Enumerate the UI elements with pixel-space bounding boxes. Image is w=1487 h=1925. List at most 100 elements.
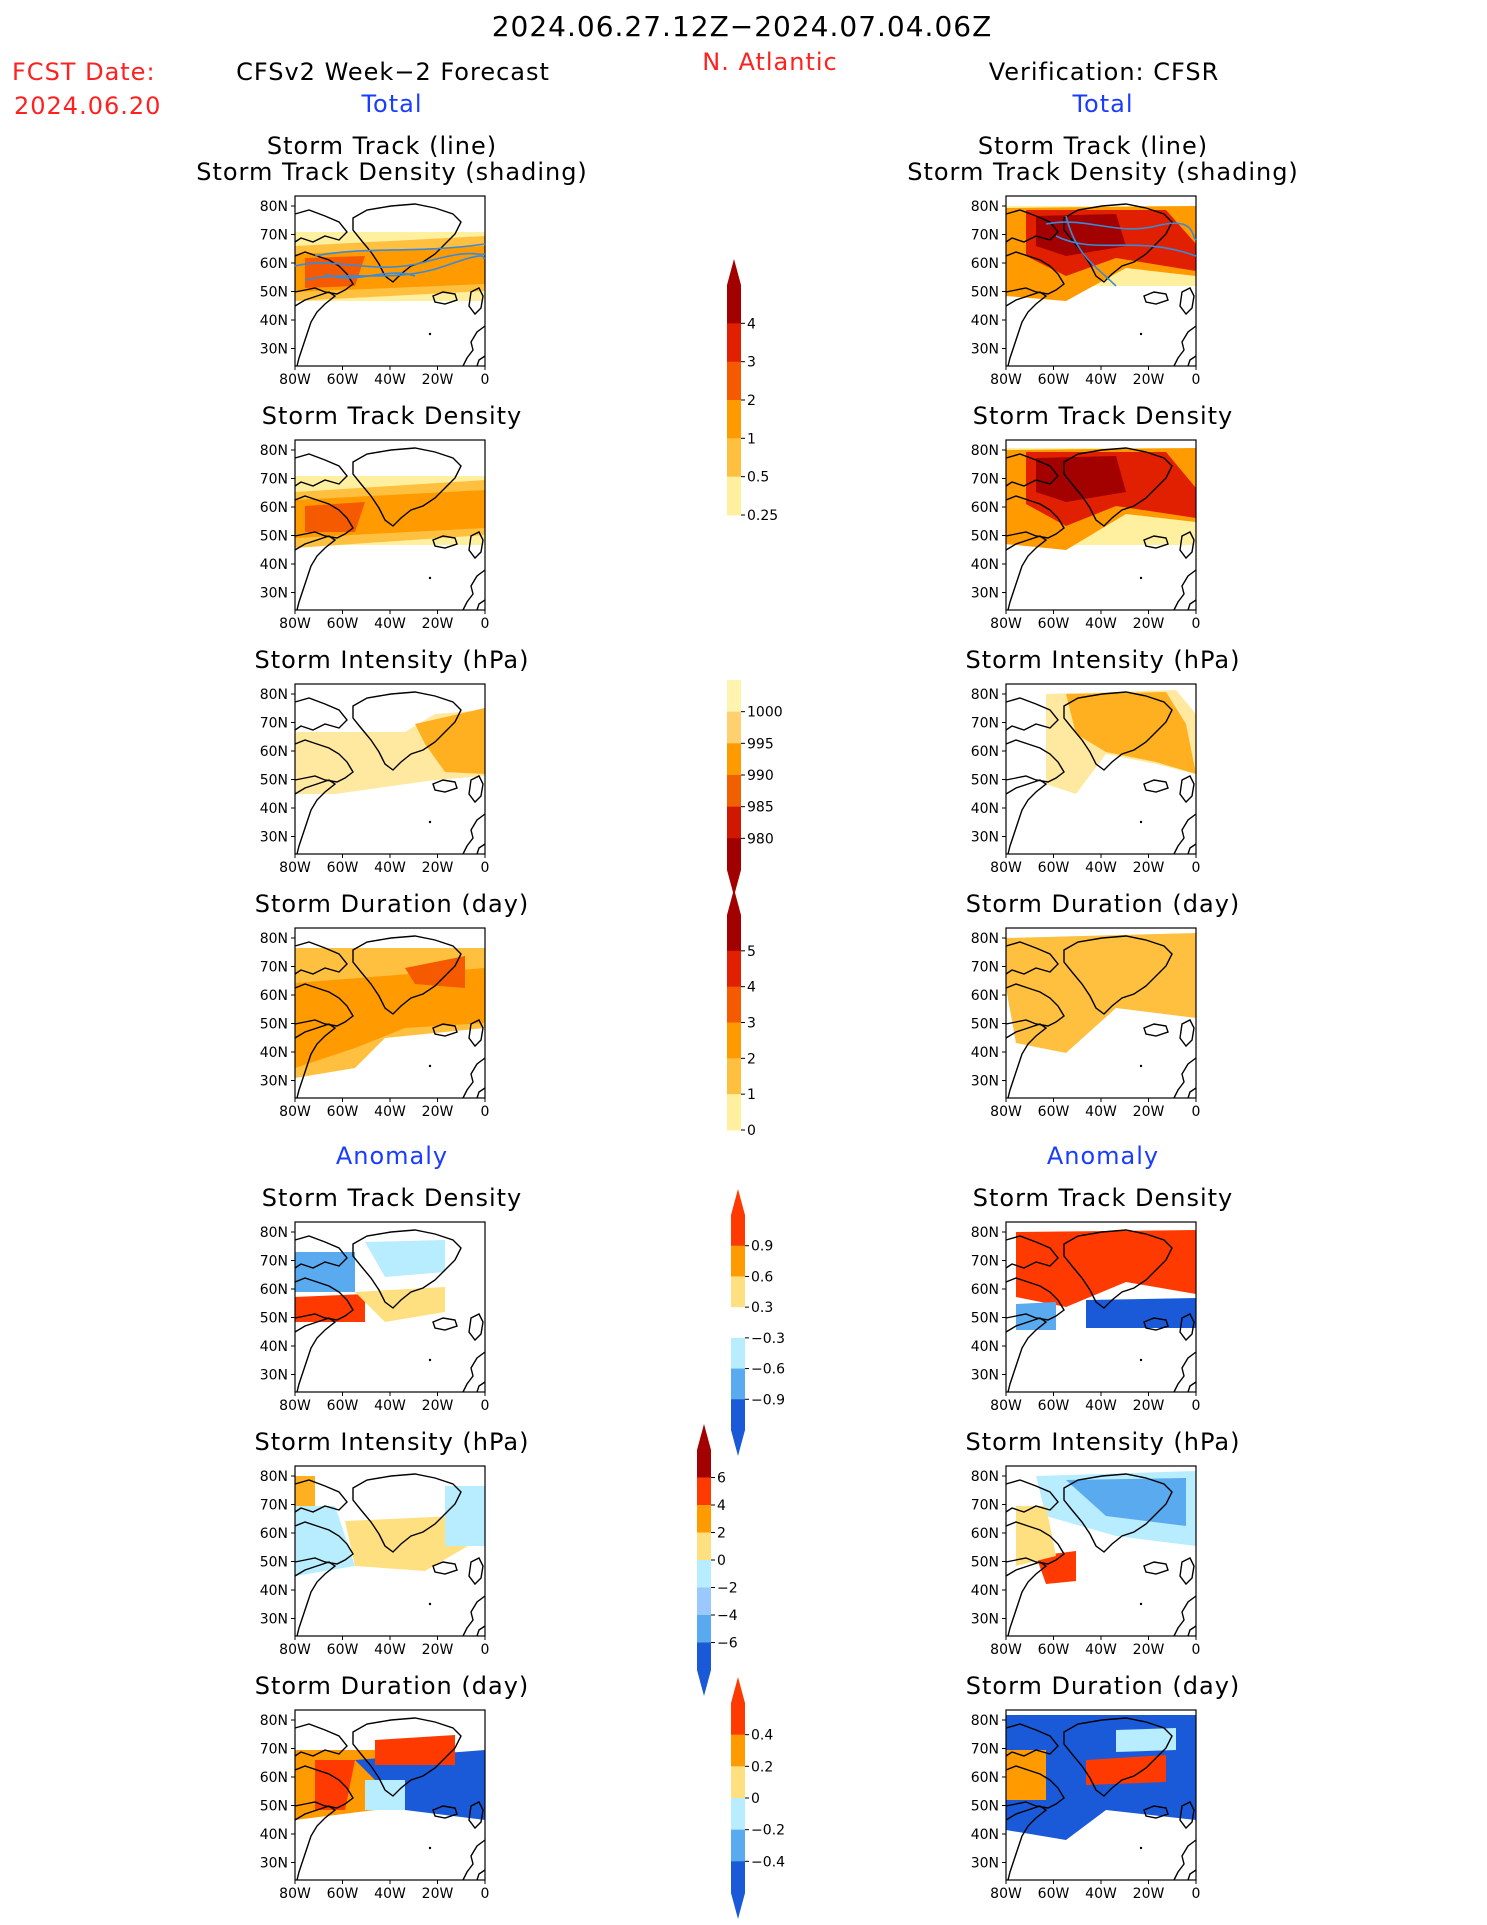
colorbar-label: −2 bbox=[717, 1581, 738, 1597]
coastline bbox=[462, 325, 486, 367]
colorbar-label: 2 bbox=[747, 393, 756, 409]
shading-region bbox=[1036, 456, 1126, 502]
coastline bbox=[1005, 535, 1048, 611]
colorbar-swatch bbox=[697, 1477, 711, 1506]
lon-tick-label: 0 bbox=[1192, 1886, 1201, 1902]
shading-region bbox=[295, 1506, 355, 1576]
lat-tick-label: 30N bbox=[260, 1368, 288, 1384]
lon-tick-label: 80W bbox=[990, 616, 1022, 632]
lat-tick-label: 40N bbox=[971, 1583, 999, 1599]
lon-tick-label: 40W bbox=[1085, 1104, 1117, 1120]
coastline bbox=[1187, 1087, 1197, 1099]
lon-tick-label: 20W bbox=[422, 372, 454, 388]
coastline bbox=[1063, 691, 1173, 771]
lat-tick-label: 80N bbox=[971, 199, 999, 215]
lon-tick-label: 80W bbox=[990, 1642, 1022, 1658]
forecast-anomaly-label: Anomaly bbox=[335, 1142, 449, 1170]
lat-tick-label: 80N bbox=[260, 1225, 288, 1241]
lon-tick-label: 60W bbox=[1038, 1642, 1070, 1658]
coastline bbox=[352, 1717, 462, 1797]
lon-tick-label: 60W bbox=[327, 1398, 359, 1414]
colorbar-swatch bbox=[727, 711, 741, 744]
coastline bbox=[294, 1479, 348, 1513]
colorbar-swatch bbox=[727, 476, 741, 516]
map-panel-forecast-row-7: 80N 70N 60N 50N 40N 30N 80W 60W 40W 20W 0 bbox=[260, 1709, 489, 1902]
lat-tick-label: 60N bbox=[260, 988, 288, 1004]
coastline bbox=[432, 1317, 458, 1331]
coastline bbox=[1005, 983, 1065, 1027]
colorbar-label: −4 bbox=[717, 1608, 738, 1624]
shading-region bbox=[445, 1486, 485, 1546]
shading-region bbox=[365, 1780, 405, 1810]
title-intensity-left: Storm Intensity (hPa) bbox=[254, 646, 530, 674]
lat-tick-label: 80N bbox=[971, 443, 999, 459]
colorbar-density-anomaly: 0.9 0.6 0.3 −0.3 −0.6 −0.9 bbox=[731, 1189, 785, 1456]
lat-tick-label: 80N bbox=[260, 1469, 288, 1485]
coastline bbox=[476, 1625, 486, 1637]
shading-region bbox=[355, 1750, 485, 1820]
coastline bbox=[1005, 941, 1059, 975]
lat-tick-label: 80N bbox=[260, 443, 288, 459]
title-density-left: Storm Track Density bbox=[261, 402, 523, 430]
coastline bbox=[294, 453, 348, 487]
lon-tick-label: 40W bbox=[1085, 616, 1117, 632]
coastline bbox=[1143, 1317, 1169, 1331]
colorbar-duration-anomaly: 0.4 0.2 0 −0.2 −0.4 bbox=[731, 1677, 785, 1919]
coastline bbox=[352, 1229, 462, 1309]
lon-tick-label: 0 bbox=[481, 1104, 490, 1120]
lat-tick-label: 40N bbox=[971, 801, 999, 817]
lon-tick-label: 80W bbox=[990, 1886, 1022, 1902]
colorbar-label: 2 bbox=[747, 1051, 756, 1067]
coastline bbox=[476, 1087, 486, 1099]
forecast-total-label: Total bbox=[361, 90, 423, 118]
map-panel-verification-row-2: 80N 70N 60N 50N 40N 30N 80W 60W 40W 20W 0 bbox=[971, 439, 1200, 632]
map-panel-verification-row-3: 80N 70N 60N 50N 40N 30N 80W 60W 40W 20W 0 bbox=[971, 683, 1200, 876]
lat-tick-label: 50N bbox=[971, 1017, 999, 1033]
colorbar-swatch bbox=[731, 1766, 745, 1799]
colorbar-swatch bbox=[731, 1399, 745, 1431]
lon-tick-label: 60W bbox=[1038, 372, 1070, 388]
lat-tick-label: 70N bbox=[260, 228, 288, 244]
lat-tick-label: 40N bbox=[971, 1339, 999, 1355]
coastline bbox=[1005, 1765, 1065, 1809]
lon-tick-label: 40W bbox=[1085, 1886, 1117, 1902]
title-density-anom-left: Storm Track Density bbox=[261, 1184, 523, 1212]
lon-tick-label: 80W bbox=[990, 1398, 1022, 1414]
coastline bbox=[294, 1023, 337, 1099]
island-dot bbox=[1139, 1602, 1143, 1606]
lon-tick-label: 20W bbox=[1133, 1104, 1165, 1120]
lon-tick-label: 40W bbox=[374, 1886, 406, 1902]
shading-region bbox=[295, 968, 485, 1068]
lon-tick-label: 20W bbox=[422, 1642, 454, 1658]
lat-tick-label: 70N bbox=[260, 716, 288, 732]
coastline bbox=[1179, 1313, 1195, 1342]
lon-tick-label: 60W bbox=[327, 1642, 359, 1658]
lon-tick-label: 40W bbox=[374, 1642, 406, 1658]
lon-tick-label: 60W bbox=[327, 860, 359, 876]
coastline bbox=[1187, 843, 1197, 855]
title-intensity-anom-left: Storm Intensity (hPa) bbox=[254, 1428, 530, 1456]
colorbar-arrow-top bbox=[731, 1677, 745, 1703]
colorbar-label: 0.25 bbox=[747, 508, 778, 524]
coastline bbox=[468, 1557, 484, 1586]
lat-tick-label: 80N bbox=[260, 687, 288, 703]
colorbar-arrow-bottom bbox=[731, 1430, 745, 1456]
lon-tick-label: 0 bbox=[481, 1398, 490, 1414]
lat-tick-label: 50N bbox=[260, 1017, 288, 1033]
coastline bbox=[1143, 779, 1169, 793]
lat-tick-label: 70N bbox=[971, 1498, 999, 1514]
map-panel-forecast-row-5: 80N 70N 60N 50N 40N 30N 80W 60W 40W 20W 0 bbox=[260, 1221, 490, 1414]
coastline bbox=[462, 1057, 486, 1099]
coastline bbox=[1143, 291, 1169, 305]
coastline bbox=[294, 535, 337, 611]
colorbar-label: 985 bbox=[747, 800, 774, 816]
colorbar-swatch bbox=[731, 1368, 745, 1400]
coastline bbox=[1143, 1561, 1169, 1575]
colorbar-label: 6 bbox=[717, 1471, 726, 1487]
coastline bbox=[294, 739, 354, 783]
storm-track-line bbox=[1065, 215, 1117, 287]
lon-tick-label: 40W bbox=[1085, 372, 1117, 388]
shading-region bbox=[295, 1476, 315, 1506]
lat-tick-label: 40N bbox=[971, 1827, 999, 1843]
lon-tick-label: 60W bbox=[1038, 1104, 1070, 1120]
